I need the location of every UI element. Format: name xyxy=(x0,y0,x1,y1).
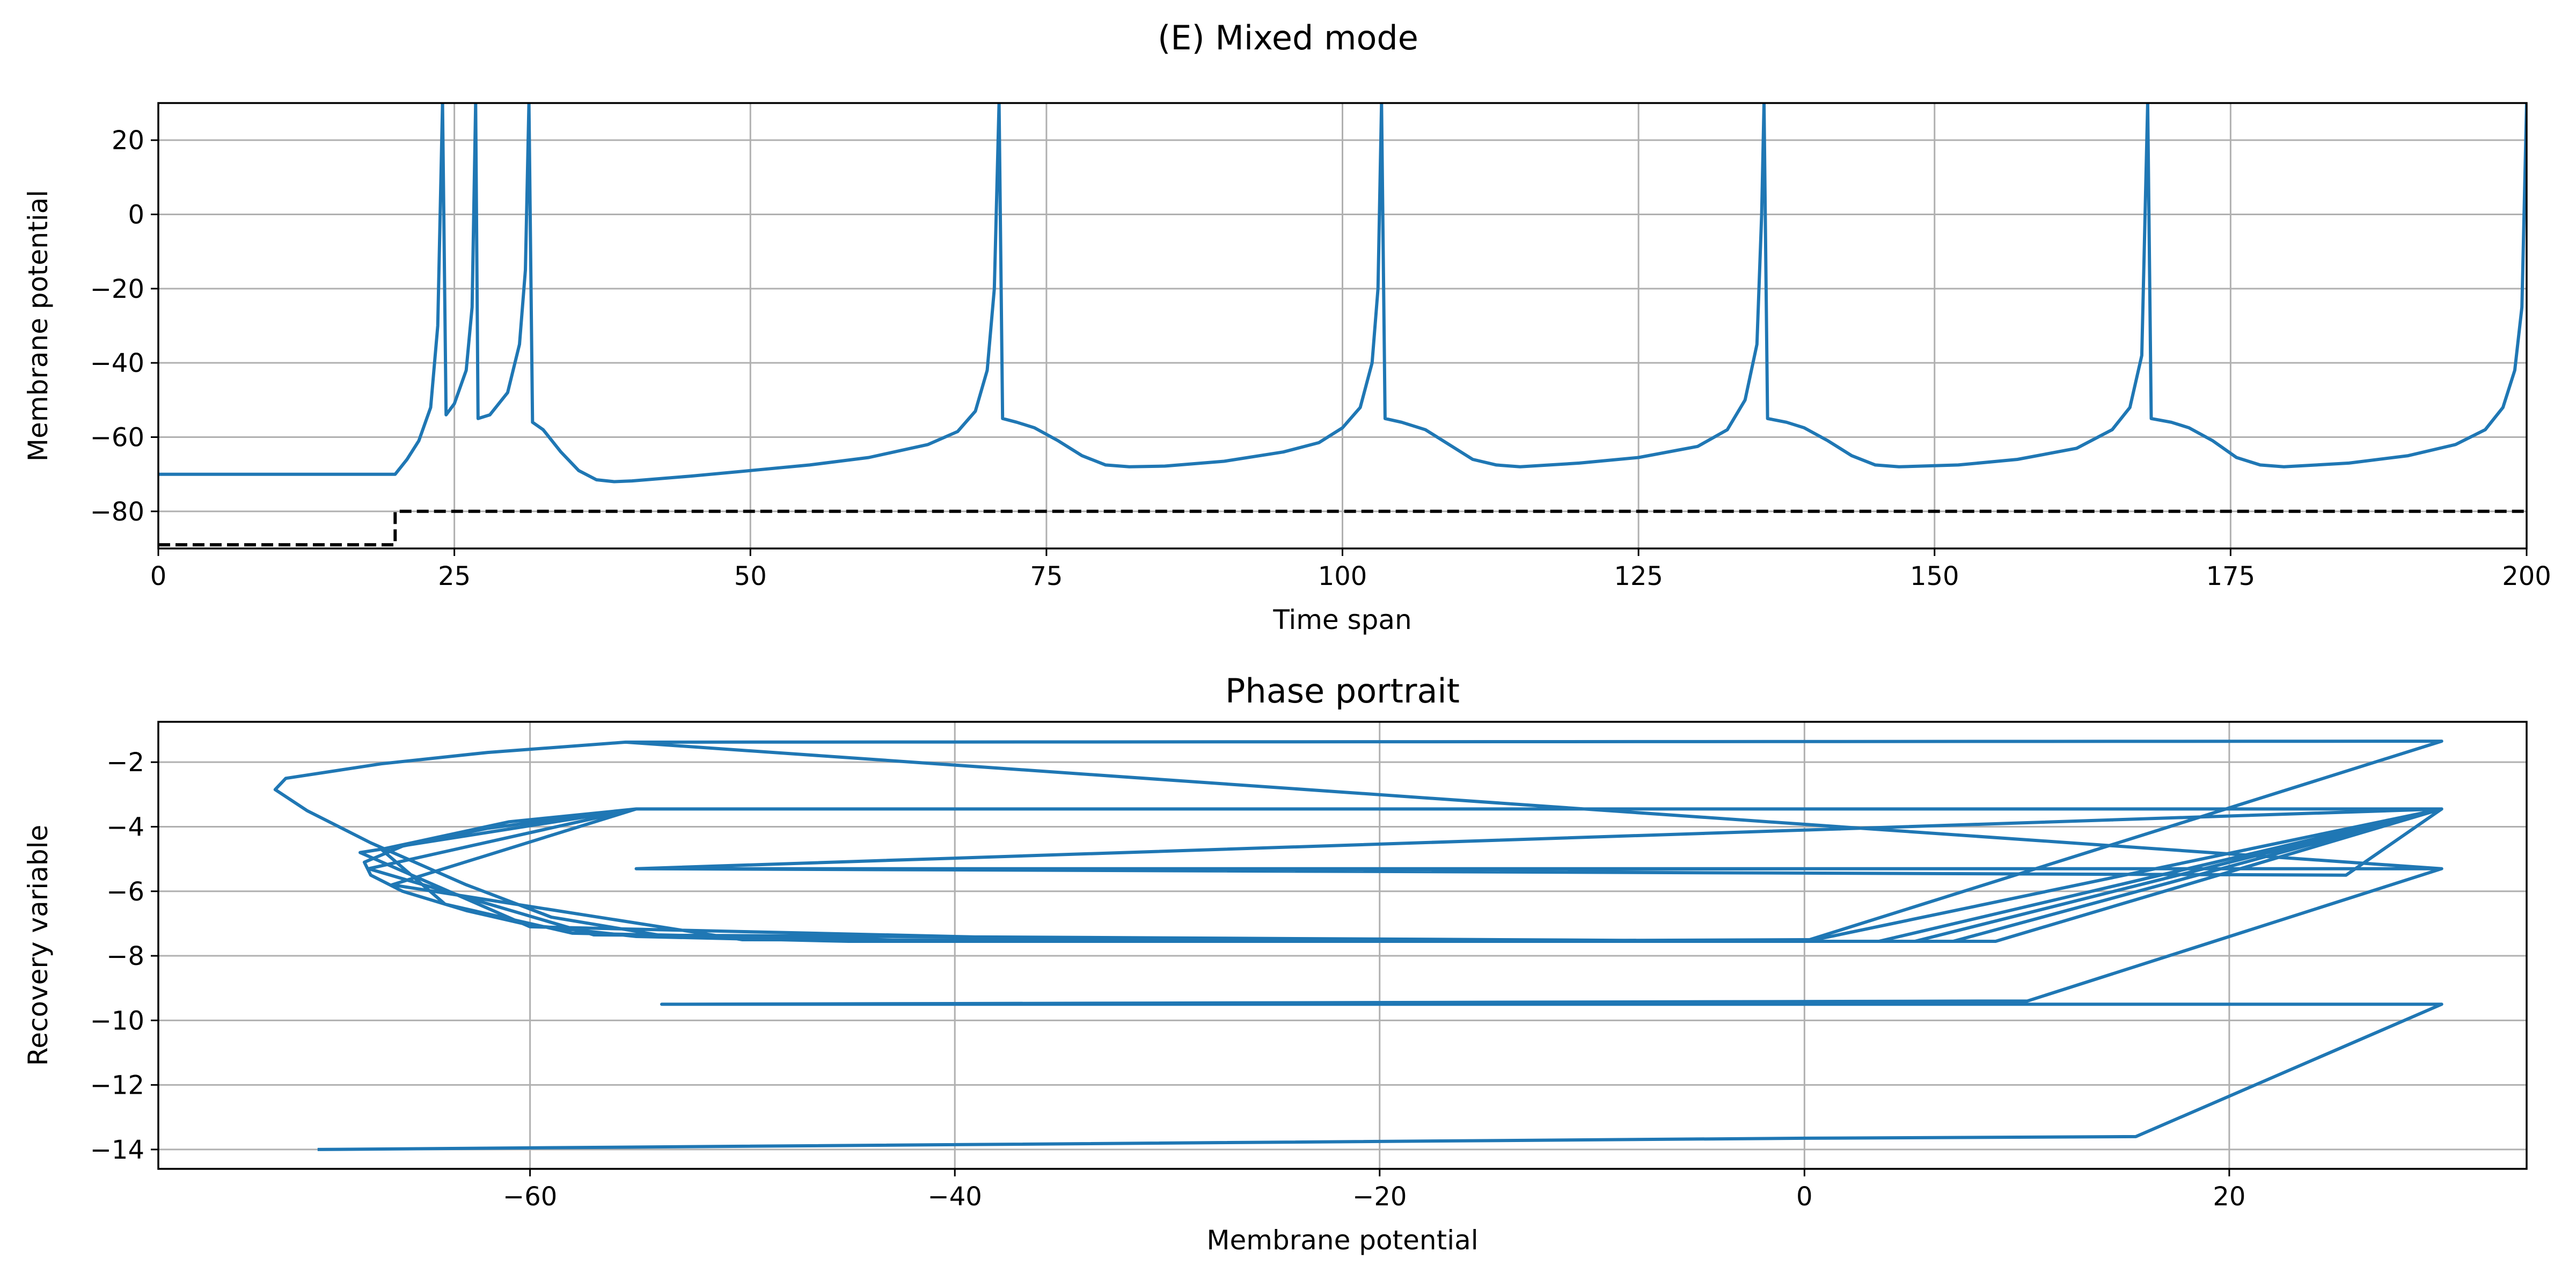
x-tick-label: 0 xyxy=(150,561,167,591)
x-tick-label: 175 xyxy=(2206,561,2256,591)
y-axis-label: Membrane potential xyxy=(23,190,54,462)
axes-frame xyxy=(157,721,2528,1170)
x-tick-label: 100 xyxy=(1318,561,1367,591)
y-tick-label: −20 xyxy=(90,274,144,304)
y-tick-label: 0 xyxy=(128,200,144,230)
x-tick-label: −40 xyxy=(928,1182,982,1212)
y-tick-label: −10 xyxy=(90,1006,144,1036)
time-series-axes: 0 25 50 75 100 125 150 175 200 −80 −60 −40 −20 0 20 Tim… xyxy=(23,102,2551,635)
data-line-0 xyxy=(273,740,2443,1151)
x-tick-label: 125 xyxy=(1614,561,1663,591)
axes-title: Phase portrait xyxy=(1225,671,1460,711)
x-tick-label: 0 xyxy=(1796,1182,1813,1212)
y-tick-label: 20 xyxy=(112,126,144,156)
y-tick-label: −14 xyxy=(90,1135,144,1165)
y-tick-label: −4 xyxy=(106,812,144,842)
x-tick-label: 20 xyxy=(2213,1182,2245,1212)
y-axis-label: Recovery variable xyxy=(23,825,54,1066)
y-tick-label: −60 xyxy=(90,423,144,453)
x-tick-label: 200 xyxy=(2502,561,2551,591)
x-tick-label: 150 xyxy=(1910,561,1959,591)
y-tick-label: −6 xyxy=(106,877,144,907)
phase-portrait-axes: −60 −40 −20 0 20 −14 −12 −10 −8 −6 −4 −2 Membrane po… xyxy=(23,671,2528,1256)
y-tick-label: −80 xyxy=(90,497,144,527)
y-tick-label: −40 xyxy=(90,348,144,378)
y-tick-label: −12 xyxy=(90,1071,144,1101)
figure-title: (E) Mixed mode xyxy=(1158,18,1418,57)
data-line-0 xyxy=(158,103,2527,484)
x-axis-label: Time span xyxy=(1272,604,1411,635)
x-tick-label: 75 xyxy=(1030,561,1063,591)
x-tick-label: −20 xyxy=(1352,1182,1407,1212)
series-group xyxy=(273,740,2443,1151)
x-tick-label: 25 xyxy=(438,561,471,591)
x-axis-label: Membrane potential xyxy=(1206,1225,1478,1256)
x-tick-label: 50 xyxy=(734,561,767,591)
y-tick-label: −2 xyxy=(106,748,144,778)
x-tick-label: −60 xyxy=(503,1182,557,1212)
series-group xyxy=(158,103,2527,547)
y-tick-label: −8 xyxy=(106,941,144,971)
